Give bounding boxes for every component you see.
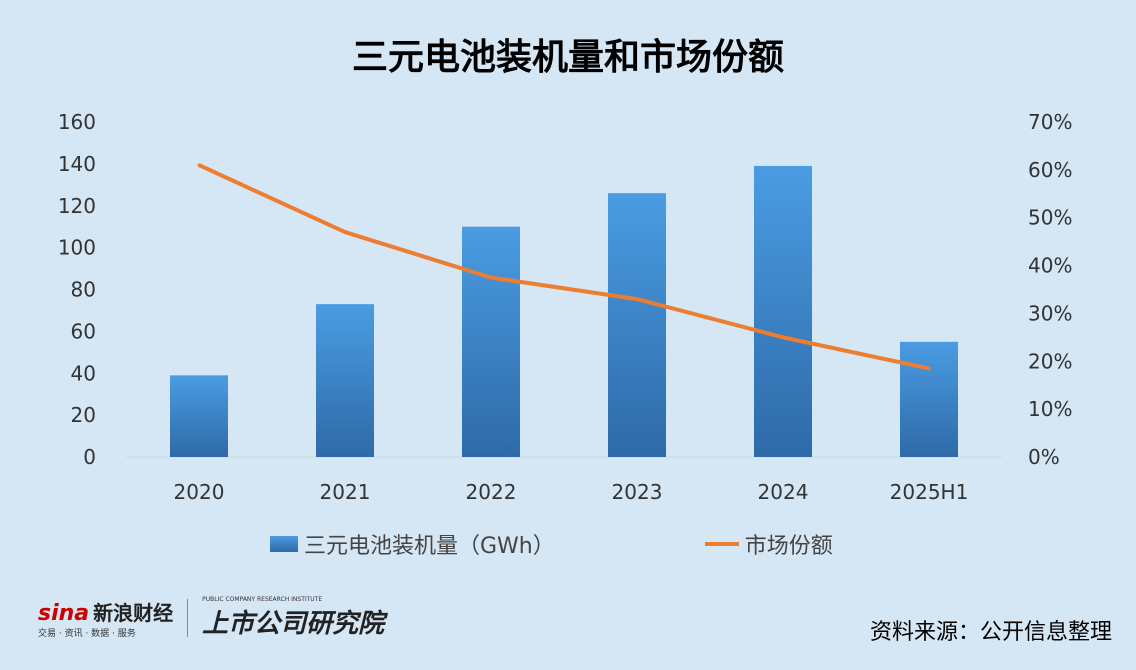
- x-tick-label: 2023: [612, 480, 663, 504]
- legend-bar-swatch: [270, 536, 298, 552]
- legend-bar-label: 三元电池装机量（GWh）: [304, 534, 555, 559]
- x-tick-label: 2020: [174, 480, 225, 504]
- line-point: [927, 366, 931, 370]
- y2-tick-label: 0%: [1028, 445, 1060, 469]
- y-tick-label: 120: [58, 194, 96, 218]
- line-point: [343, 230, 347, 234]
- y-tick-label: 40: [71, 361, 96, 385]
- y2-tick-label: 20%: [1028, 349, 1072, 373]
- bar: [316, 304, 374, 457]
- line-point: [197, 163, 201, 167]
- y-tick-label: 80: [71, 278, 96, 302]
- y-tick-label: 0: [83, 445, 96, 469]
- x-tick-label: 2024: [758, 480, 809, 504]
- bar: [900, 341, 958, 457]
- y2-tick-label: 60%: [1028, 158, 1072, 182]
- y2-tick-label: 50%: [1028, 206, 1072, 230]
- institute-name: 上市公司研究院: [202, 609, 385, 639]
- x-tick-label: 2021: [320, 480, 371, 504]
- y-tick-label: 20: [71, 403, 96, 427]
- y-tick-label: 140: [58, 152, 96, 176]
- bar: [462, 226, 520, 457]
- legend-line-label: 市场份额: [744, 534, 833, 559]
- y2-tick-label: 70%: [1028, 110, 1072, 134]
- y2-tick-label: 40%: [1028, 254, 1072, 278]
- sina-logo: sina 新浪财经 交易 · 资讯 · 数据 · 服务: [38, 597, 173, 639]
- y-tick-label: 160: [58, 110, 96, 134]
- institute-sub: PUBLIC COMPANY RESEARCH INSTITUTE: [202, 596, 323, 603]
- y-tick-label: 100: [58, 236, 96, 260]
- y-tick-label: 60: [71, 319, 96, 343]
- y2-tick-label: 30%: [1028, 301, 1072, 325]
- sina-brand-cn: 新浪财经: [93, 601, 174, 625]
- footer-logos: sina 新浪财经 交易 · 资讯 · 数据 · 服务 PUBLIC COMPAN…: [38, 596, 384, 640]
- sina-sub: 交易 · 资讯 · 数据 · 服务: [38, 629, 136, 639]
- divider: [187, 599, 189, 637]
- bar: [608, 193, 666, 457]
- line-point: [489, 276, 493, 280]
- institute-logo: PUBLIC COMPANY RESEARCH INSTITUTE 上市公司研究…: [202, 596, 384, 640]
- y2-tick-label: 10%: [1028, 397, 1072, 421]
- bar: [170, 375, 228, 457]
- x-tick-label: 2022: [466, 480, 517, 504]
- x-tick-label: 2025H1: [890, 480, 969, 504]
- sina-brand: sina: [38, 601, 90, 626]
- legend-line-swatch: [704, 542, 739, 546]
- share-line: [198, 163, 930, 371]
- source-note: 资料来源：公开信息整理: [869, 620, 1112, 645]
- chart-title: 三元电池装机量和市场份额: [351, 37, 784, 78]
- legend: 三元电池装机量（GWh） 市场份额: [270, 528, 833, 560]
- line-point: [635, 297, 639, 301]
- bar: [754, 165, 812, 457]
- line-point: [781, 335, 785, 339]
